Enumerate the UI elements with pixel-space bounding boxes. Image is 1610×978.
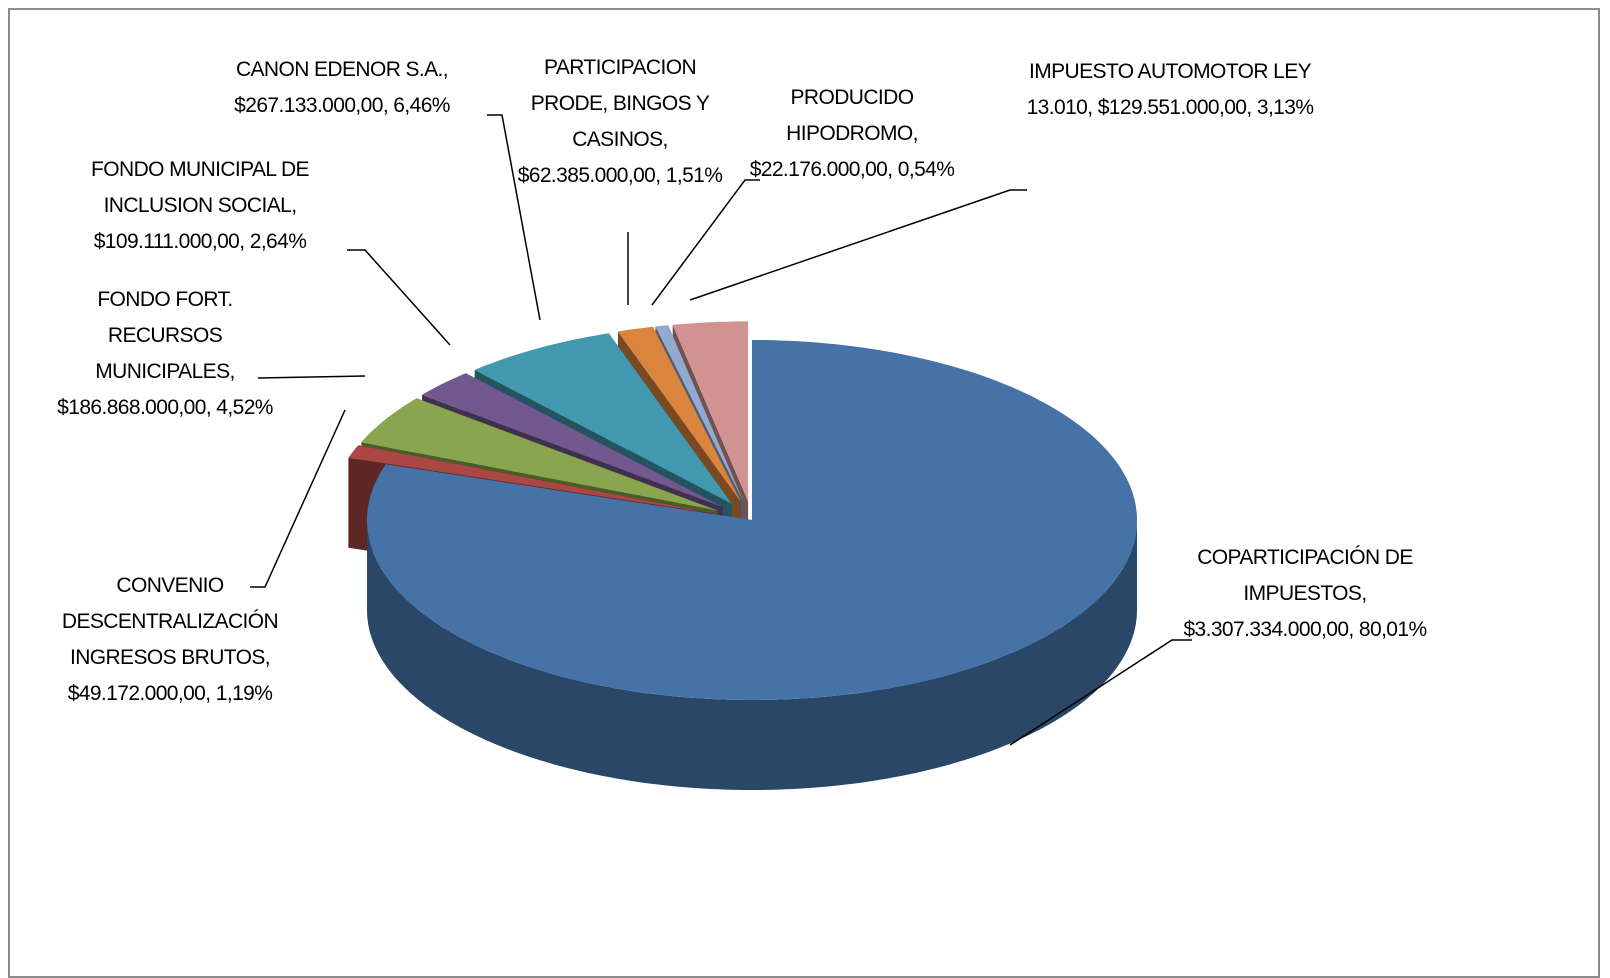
label-separator: , xyxy=(239,230,250,253)
slice-top xyxy=(617,326,741,502)
label-separator: , xyxy=(205,396,217,419)
label-name: COPARTICIPACIÓN DE IMPUESTOS xyxy=(1197,546,1413,605)
label-separator: , xyxy=(442,58,449,81)
slice xyxy=(367,340,1137,790)
label-value: $62.385.000,00 xyxy=(517,164,656,187)
slice-top xyxy=(422,373,723,508)
leader-line xyxy=(689,189,1027,301)
leader-line xyxy=(1009,639,1192,746)
label-percent: 1,51% xyxy=(665,164,723,187)
label-separator: , xyxy=(655,164,666,187)
label-separator: , xyxy=(264,646,271,669)
label-percent: 0,54% xyxy=(897,158,955,181)
data-label: PRODUCIDO HIPODROMO, $22.176.000,00, 0,5… xyxy=(750,80,955,188)
leader-line xyxy=(250,409,346,588)
label-percent: 1,19% xyxy=(215,682,273,705)
label-percent: 4,52% xyxy=(216,396,273,419)
label-name: IMPUESTO AUTOMOTOR LEY 13.010 xyxy=(1026,60,1312,119)
slice-top xyxy=(361,398,718,511)
label-separator: , xyxy=(291,194,297,217)
label-percent: 2,64% xyxy=(249,230,307,253)
label-value: $109.111.000,00 xyxy=(93,230,240,253)
data-label: PARTICIPACION PRODE, BINGOS Y CASINOS, $… xyxy=(508,50,733,194)
data-label: CONVENIO DESCENTRALIZACIÓN INGRESOS BRUT… xyxy=(20,568,320,712)
label-name: FONDO MUNICIPAL DE INCLUSION SOCIAL xyxy=(91,158,309,217)
label-name: CONVENIO DESCENTRALIZACIÓN INGRESOS BRUT… xyxy=(61,574,279,669)
label-separator: , xyxy=(382,94,394,117)
data-label: CANON EDENOR S.A., $267.133.000,00, 6,46… xyxy=(187,52,497,124)
label-separator: , xyxy=(912,122,919,145)
slice-top xyxy=(655,325,744,502)
label-separator: , xyxy=(229,360,235,383)
label-separator: , xyxy=(662,128,669,151)
label-percent: 80,01% xyxy=(1358,618,1427,641)
data-label: FONDO FORT. RECURSOS MUNICIPALES, $186.8… xyxy=(55,282,275,426)
leader-line xyxy=(257,375,366,379)
label-value: $49.172.000,00 xyxy=(67,682,206,705)
label-value: $129.551.000,00 xyxy=(1097,96,1247,119)
leader-line xyxy=(651,179,760,306)
label-separator: , xyxy=(1361,582,1367,605)
slice-top xyxy=(367,340,1137,700)
label-value: $22.176.000,00 xyxy=(749,158,888,181)
slice-top xyxy=(348,445,715,514)
data-label: COPARTICIPACIÓN DE IMPUESTOS, $3.307.334… xyxy=(1160,540,1450,648)
label-name: PRODUCIDO HIPODROMO xyxy=(786,86,914,145)
label-separator: , xyxy=(1246,96,1257,119)
slice-top xyxy=(474,333,732,504)
data-label: FONDO MUNICIPAL DE INCLUSION SOCIAL, $10… xyxy=(45,152,355,260)
label-percent: 3,13% xyxy=(1256,96,1314,119)
label-percent: 6,46% xyxy=(393,94,450,117)
label-value: $3.307.334.000,00 xyxy=(1183,618,1349,641)
slice-side xyxy=(367,520,1137,790)
label-name: CANON EDENOR S.A. xyxy=(235,58,443,81)
label-name: PARTICIPACION PRODE, BINGOS Y CASINOS xyxy=(530,56,710,151)
label-separator: , xyxy=(205,682,216,705)
label-separator: , xyxy=(1087,96,1098,119)
slice-top xyxy=(672,321,749,502)
leader-line xyxy=(487,114,541,321)
label-value: $186.868.000,00 xyxy=(57,396,206,419)
leader-line xyxy=(347,249,451,346)
data-label: IMPUESTO AUTOMOTOR LEY 13.010, $129.551.… xyxy=(1020,54,1320,126)
pie xyxy=(348,321,1137,790)
label-separator: , xyxy=(887,158,898,181)
label-separator: , xyxy=(1348,618,1359,641)
leader-lines xyxy=(250,114,1192,746)
label-name: FONDO FORT. RECURSOS MUNICIPALES xyxy=(95,288,233,383)
label-value: $267.133.000,00 xyxy=(234,94,383,117)
